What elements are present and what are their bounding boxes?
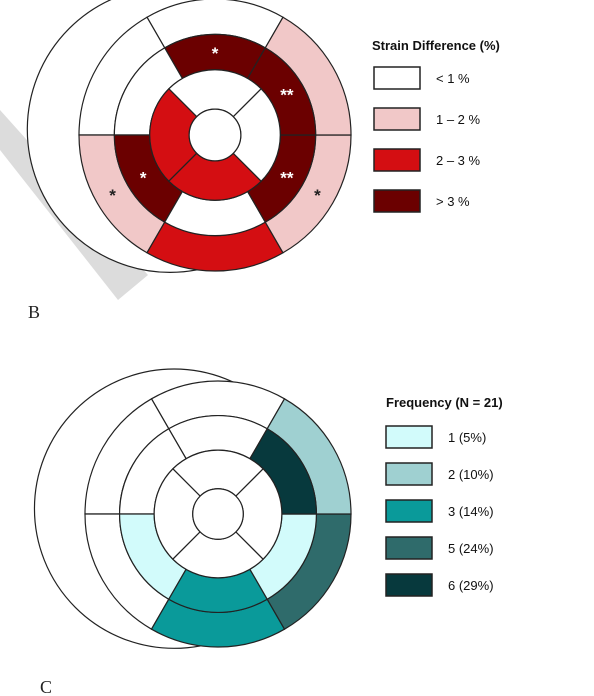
significance-mark: * [212,44,219,63]
bullseye-diagram-frequency [33,368,352,649]
significance-mark: * [109,186,116,205]
legend-frequency-swatch-4 [385,536,433,560]
significance-mark: ** [280,168,294,187]
legend-strain-swatch-2 [373,107,421,131]
legend-frequency-label-2: 2 (10%) [448,467,494,482]
legend-frequency-swatch-1 [385,425,433,449]
legend-strain: Strain Difference (%) < 1 % 1 – 2 % 2 – 3 … [372,38,500,213]
significance-mark: ** [280,86,294,105]
legend-frequency-swatch-3 [385,499,433,523]
legend-frequency-swatch-2 [385,462,433,486]
legend-strain-label-4: > 3 % [436,194,470,209]
legend-title: Frequency (N = 21) [386,395,503,410]
panel-letter-b: B [28,302,40,322]
legend-strain-swatch-1 [373,66,421,90]
significance-mark: * [314,186,321,205]
legend-frequency: Frequency (N = 21) 1 (5%) 2 (10%) 3 (14%) 5… [385,395,503,597]
legend-strain-label-3: 2 – 3 % [436,153,481,168]
legend-strain-label-1: < 1 % [436,71,470,86]
legend-strain-swatch-4 [373,189,421,213]
segment-17 [192,488,244,540]
legend-frequency-label-3: 3 (14%) [448,504,494,519]
legend-strain-label-2: 1 – 2 % [436,112,481,127]
legend-frequency-swatch-5 [385,573,433,597]
bullseye-diagram-strain: * *** **** [26,0,352,273]
legend-frequency-label-1: 1 (5%) [448,430,486,445]
significance-mark: * [140,168,147,187]
legend-frequency-label-4: 5 (24%) [448,541,494,556]
legend-strain-swatch-3 [373,148,421,172]
segment-17 [188,108,242,162]
legend-title: Strain Difference (%) [372,38,500,53]
legend-frequency-label-5: 6 (29%) [448,578,494,593]
panel-letter-c: C [40,677,52,696]
